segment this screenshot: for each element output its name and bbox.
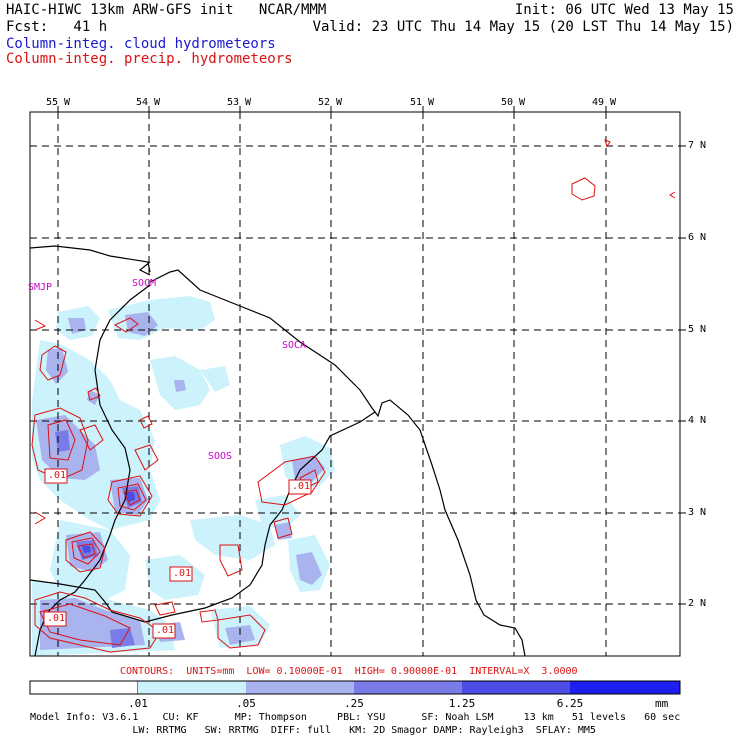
colorbar-label: 6.25 — [556, 697, 584, 710]
legend-cloud-hydrometeors: Column-integ. cloud hydrometeors — [6, 36, 276, 52]
colorbar — [29, 680, 681, 695]
precip-contours — [31, 139, 676, 653]
init-time: Init: 06 UTC Wed 13 May 15 — [514, 2, 734, 18]
lon-label-52w: 52 W — [318, 97, 343, 108]
lon-ticks — [57, 106, 607, 112]
contour-label: .01 — [173, 568, 192, 579]
lon-label-51w: 51 W — [410, 97, 435, 108]
colorbar-label: 1.25 — [448, 697, 476, 710]
valid-time: Valid: 23 UTC Thu 14 May 15 (20 LST Thu … — [312, 19, 734, 35]
lat-label-5n: 5 N — [688, 324, 707, 335]
forecast-hour: Fcst: 41 h — [6, 19, 108, 35]
model-info-line1: Model Info: V3.6.1 CU: KF MP: Thompson P… — [30, 712, 681, 723]
contour-label: .01 — [156, 625, 175, 636]
cloud-shading-darkest — [82, 492, 135, 553]
lon-label-49w: 49 W — [592, 97, 617, 108]
coastline — [30, 245, 526, 656]
station-smjp: SMJP — [28, 282, 53, 293]
contours-note: CONTOURS: UNITS=mm LOW= 0.10000E-01 HIGH… — [120, 666, 578, 677]
lat-label-2n: 2 N — [688, 598, 707, 609]
station-socm: SOCM — [132, 278, 157, 289]
plot-title: HAIC-HIWC 13km ARW-GFS init NCAR/MMM — [6, 2, 327, 18]
lon-label-54w: 54 W — [136, 97, 161, 108]
contour-label: .01 — [48, 470, 67, 481]
lon-label-55w: 55 W — [46, 97, 71, 108]
station-soca: SOCA — [282, 340, 307, 351]
lat-label-6n: 6 N — [688, 232, 707, 243]
contour-label: .01 — [292, 481, 311, 492]
lon-label-53w: 53 W — [227, 97, 252, 108]
colorbar-unit: mm — [655, 697, 669, 710]
colorbar-label: .05 — [236, 697, 256, 710]
lon-label-50w: 50 W — [501, 97, 526, 108]
model-info-line2: LW: RRTMG SW: RRTMG DIFF: full KM: 2D Sm… — [30, 725, 596, 736]
legend-precip-hydrometeors: Column-integ. precip. hydrometeors — [6, 51, 293, 67]
colorbar-label: .01 — [128, 697, 148, 710]
map-frame — [29, 111, 681, 657]
colorbar-label: .25 — [344, 697, 364, 710]
lat-ticks — [680, 145, 686, 605]
lat-label-7n: 7 N — [688, 140, 707, 151]
lat-lon-grid — [30, 112, 680, 656]
lat-label-4n: 4 N — [688, 415, 707, 426]
contour-label-boxes — [43, 468, 312, 639]
station-soos: SOOS — [208, 451, 233, 462]
lat-label-3n: 3 N — [688, 507, 707, 518]
contour-label: .01 — [47, 613, 66, 624]
